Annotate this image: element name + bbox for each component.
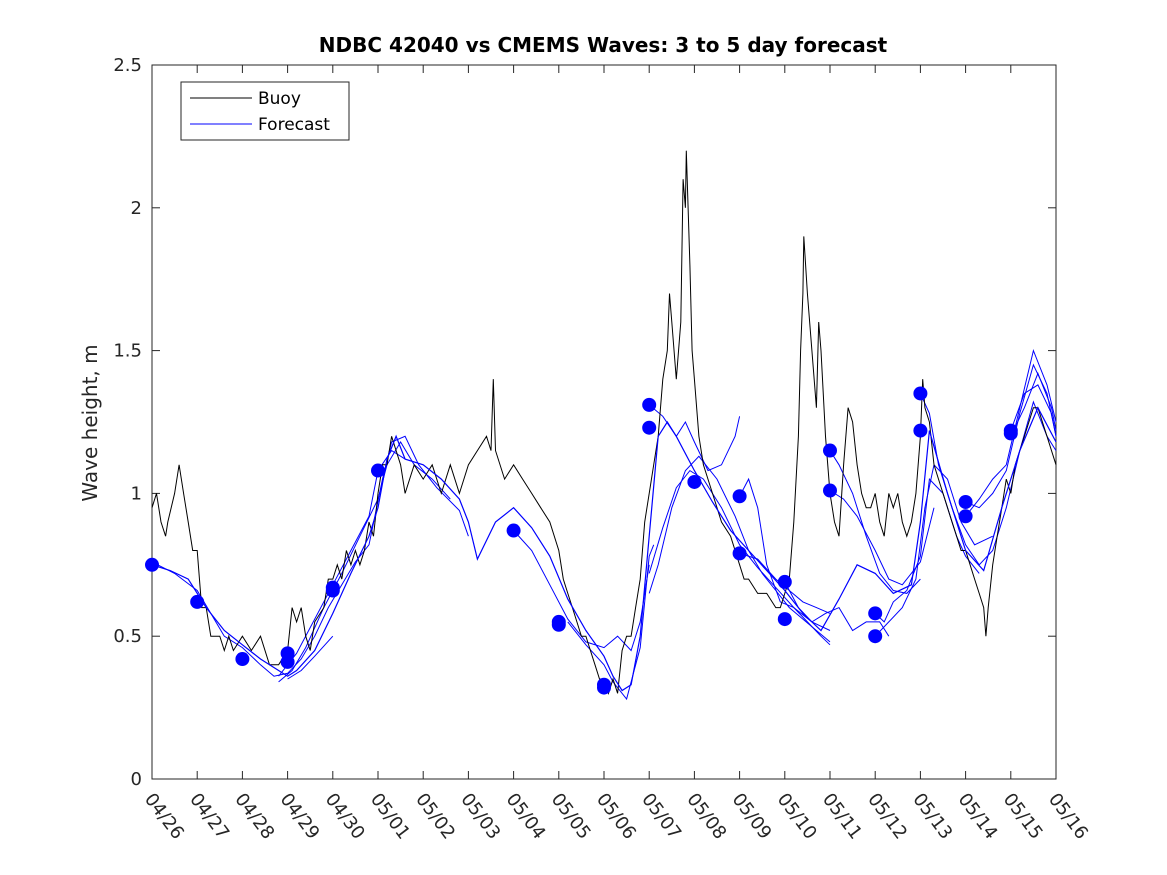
- forecast-marker: [868, 629, 883, 644]
- forecast-extra-line: [784, 581, 890, 637]
- x-tick-label: 05/01: [366, 789, 414, 843]
- forecast-marker: [1003, 426, 1018, 441]
- forecast-marker: [777, 574, 792, 589]
- forecast-marker: [642, 420, 657, 435]
- plot-frame: [151, 64, 1057, 780]
- x-tick-label: 05/08: [682, 789, 730, 843]
- forecast-marker: [823, 443, 837, 458]
- series-forecast-line: [151, 406, 1057, 692]
- y-tick-label: 1: [131, 483, 142, 504]
- x-tick-label: 05/02: [411, 789, 459, 843]
- chart-title: NDBC 42040 vs CMEMS Waves: 3 to 5 day fo…: [319, 33, 888, 57]
- forecast-extra-line: [513, 530, 650, 652]
- forecast-marker: [958, 509, 973, 524]
- x-tick-label: 04/28: [230, 789, 278, 843]
- y-tick-label: 2.5: [113, 55, 142, 76]
- forecast-marker: [777, 612, 792, 627]
- plot-area: 00.511.522.504/2604/2704/2804/2904/3005/…: [113, 55, 1092, 843]
- forecast-extra-line: [1010, 384, 1057, 437]
- forecast-extra-line: [648, 455, 831, 643]
- forecast-marker: [597, 680, 611, 695]
- x-tick-label: 05/14: [954, 789, 1002, 843]
- legend-box: [180, 81, 350, 141]
- x-tick-label: 05/16: [1044, 789, 1092, 843]
- forecast-marker: [371, 463, 385, 478]
- forecast-marker: [551, 617, 566, 632]
- forecast-marker: [913, 386, 928, 401]
- legend-forecast-label: Forecast: [258, 115, 330, 135]
- forecast-marker: [958, 494, 973, 509]
- forecast-extra-line: [151, 435, 469, 677]
- forecast-extra-line: [1010, 372, 1057, 437]
- x-tick-label: 05/04: [502, 789, 550, 843]
- x-tick-label: 05/10: [773, 789, 821, 843]
- x-tick-label: 04/27: [185, 789, 233, 843]
- legend: Buoy Forecast: [180, 81, 350, 141]
- forecast-extra-line: [648, 469, 831, 631]
- forecast-marker: [687, 474, 702, 489]
- y-tick-label: 1.5: [113, 341, 142, 362]
- forecast-extra-line: [278, 441, 451, 683]
- forecast-marker: [325, 583, 340, 598]
- x-tick-label: 05/15: [999, 789, 1047, 843]
- y-axis-label: Wave height, m: [78, 344, 102, 501]
- y-tick-label: 0.5: [113, 626, 142, 647]
- forecast-marker: [823, 483, 837, 498]
- forecast-marker: [868, 606, 883, 621]
- forecast-marker: [506, 523, 521, 538]
- forecast-marker: [235, 652, 250, 667]
- legend-buoy-label: Buoy: [258, 89, 301, 109]
- forecast-marker: [732, 546, 747, 561]
- forecast-extra-line: [965, 363, 1057, 509]
- forecast-extra-line: [287, 635, 334, 680]
- forecast-marker: [732, 489, 747, 504]
- x-tick-label: 05/09: [728, 789, 776, 843]
- x-tick-label: 05/12: [863, 789, 911, 843]
- x-tick-label: 04/29: [276, 789, 324, 843]
- x-tick-label: 05/06: [592, 789, 640, 843]
- x-tick-label: 05/11: [818, 789, 866, 843]
- forecast-extra-line: [278, 449, 406, 677]
- forecast-extra-line: [567, 544, 655, 701]
- forecast-marker: [280, 654, 295, 669]
- forecast-marker: [145, 557, 159, 572]
- y-tick-label: 0: [131, 769, 142, 790]
- forecast-marker: [190, 594, 205, 609]
- x-tick-label: 05/13: [908, 789, 956, 843]
- x-tick-label: 04/26: [140, 789, 188, 843]
- forecast-marker: [913, 423, 928, 438]
- forecast-extra-line: [874, 463, 993, 637]
- x-tick-label: 05/03: [456, 789, 504, 843]
- forecast-extra-line: [739, 477, 831, 646]
- forecast-extra-line: [874, 477, 980, 623]
- forecast-marker: [642, 397, 657, 412]
- x-tick-label: 05/05: [547, 789, 595, 843]
- x-tick-label: 04/30: [321, 789, 369, 843]
- y-tick-label: 2: [131, 198, 142, 219]
- x-tick-label: 05/07: [637, 789, 685, 843]
